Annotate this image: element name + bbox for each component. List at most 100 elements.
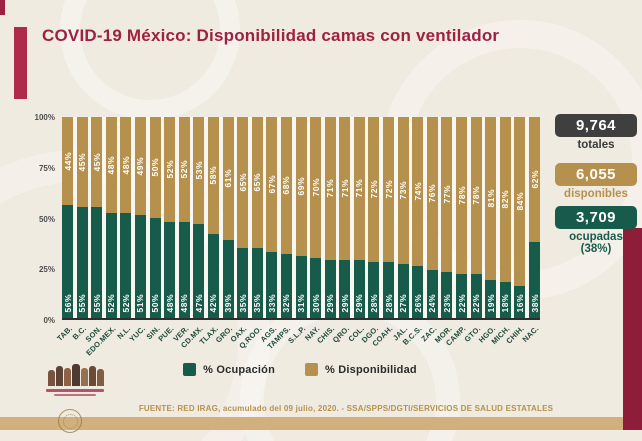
availability-value-label: 82% bbox=[500, 190, 511, 209]
occupation-value-label: 52% bbox=[120, 294, 131, 313]
availability-segment: 48% bbox=[105, 117, 117, 214]
occupation-segment: 28% bbox=[383, 261, 395, 318]
availability-segment: 62% bbox=[529, 117, 540, 242]
availability-value-label: 65% bbox=[252, 173, 263, 192]
occupation-segment: 55% bbox=[91, 207, 103, 318]
x-tick-S.L.P.: S.L.P. bbox=[286, 322, 307, 364]
occupation-value-label: 26% bbox=[412, 294, 423, 313]
bar-HGO.: 81% 19% bbox=[485, 117, 497, 318]
occupation-segment: 29% bbox=[353, 259, 365, 318]
x-tick-B.C.: B.C. bbox=[71, 322, 89, 364]
x-tick-PUE.: PUE. bbox=[157, 322, 176, 364]
availability-segment: 61% bbox=[222, 117, 234, 240]
bar-B.C.: 45% 55% bbox=[76, 117, 88, 318]
x-tick-CHIH.: CHIH. bbox=[505, 322, 527, 364]
bar-COL.: 71% 29% bbox=[353, 117, 365, 318]
x-tick-COL.: COL. bbox=[346, 322, 366, 364]
availability-value-label: 44% bbox=[62, 151, 73, 171]
legend-item-disponibilidad: % Disponibilidad bbox=[305, 363, 417, 376]
x-tick-N.L.: N.L. bbox=[115, 322, 132, 364]
availability-value-label: 58% bbox=[208, 166, 219, 185]
availability-value-label: 52% bbox=[164, 160, 175, 179]
y-axis-label: 25% bbox=[38, 265, 55, 275]
availability-segment: 78% bbox=[470, 117, 482, 274]
occupation-segment: 52% bbox=[105, 213, 117, 318]
legend-item-ocupacion: % Ocupación bbox=[183, 363, 275, 376]
availability-value-label: 53% bbox=[193, 161, 204, 180]
occupation-segment: 52% bbox=[120, 213, 132, 318]
availability-segment: 52% bbox=[164, 117, 176, 222]
availability-segment: 44% bbox=[62, 117, 73, 206]
availability-segment: 65% bbox=[237, 117, 249, 248]
bar-VER.: 52% 48% bbox=[178, 117, 190, 318]
legend: % Ocupación % Disponibilidad bbox=[60, 363, 540, 376]
availability-segment: 78% bbox=[456, 117, 468, 274]
occupation-segment: 39% bbox=[222, 239, 234, 318]
x-axis: TAB. B.C. SON. EDO.MEX. N.L. YUC. SIN. PUE. VER.… bbox=[55, 322, 541, 364]
occupation-segment: 22% bbox=[456, 273, 468, 318]
availability-segment: 48% bbox=[120, 117, 132, 214]
occupation-value-label: 35% bbox=[237, 294, 248, 313]
availability-segment: 70% bbox=[310, 117, 322, 258]
stat-disponibles-label: disponibles bbox=[564, 188, 628, 200]
occupation-segment: 30% bbox=[310, 257, 322, 318]
x-tick-EDO.MEX.: EDO.MEX. bbox=[84, 322, 117, 364]
availability-value-label: 78% bbox=[471, 186, 482, 205]
availability-segment: 69% bbox=[295, 117, 307, 256]
x-tick-B.C.S.: B.C.S. bbox=[401, 322, 424, 364]
x-tick-CAMP.: CAMP. bbox=[444, 322, 467, 364]
x-tick-Q.ROO.: Q.ROO. bbox=[237, 322, 263, 364]
bar-TAMPS.: 68% 32% bbox=[280, 117, 292, 318]
availability-segment: 45% bbox=[76, 117, 88, 208]
legend-label: % Ocupación bbox=[203, 363, 276, 376]
y-axis-label: 0% bbox=[43, 316, 55, 325]
availability-segment: 74% bbox=[412, 117, 424, 266]
availability-segment: 72% bbox=[368, 117, 380, 262]
occupation-value-label: 38% bbox=[529, 294, 540, 313]
occupation-value-label: 35% bbox=[252, 294, 263, 313]
occupation-segment: 28% bbox=[368, 261, 380, 318]
occupation-value-label: 39% bbox=[223, 294, 234, 313]
occupation-swatch-icon bbox=[183, 363, 197, 376]
bar-TLAX.: 58% 42% bbox=[207, 117, 219, 318]
occupation-segment: 19% bbox=[485, 279, 497, 318]
availability-value-label: 68% bbox=[281, 176, 292, 195]
occupation-value-label: 29% bbox=[354, 294, 365, 313]
availability-value-label: 65% bbox=[237, 173, 248, 192]
bar-OAX.: 65% 35% bbox=[237, 117, 249, 318]
availability-segment: 52% bbox=[178, 117, 190, 222]
availability-value-label: 70% bbox=[310, 178, 321, 197]
x-tick-SIN.: SIN. bbox=[144, 322, 161, 364]
availability-segment: 65% bbox=[251, 117, 263, 248]
y-axis-label: 75% bbox=[38, 163, 55, 173]
bar-MICH.: 82% 18% bbox=[499, 117, 511, 318]
availability-value-label: 49% bbox=[135, 156, 146, 176]
occupation-segment: 33% bbox=[266, 251, 278, 318]
availability-segment: 49% bbox=[134, 117, 146, 216]
occupation-segment: 47% bbox=[193, 223, 205, 318]
occupation-value-label: 51% bbox=[135, 294, 146, 313]
occupation-segment: 27% bbox=[397, 263, 409, 318]
bar-AGS.: 67% 33% bbox=[266, 117, 278, 318]
occupation-segment: 18% bbox=[499, 281, 511, 318]
bar-CHIH.: 84% 16% bbox=[514, 117, 526, 318]
occupation-segment: 56% bbox=[62, 205, 73, 318]
bar-JAL.: 73% 27% bbox=[397, 117, 409, 318]
logo-caption-bar bbox=[46, 389, 104, 392]
availability-swatch-icon bbox=[305, 363, 319, 376]
bar-SON.: 45% 55% bbox=[91, 117, 103, 318]
title-accent-bar bbox=[14, 27, 27, 99]
occupation-value-label: 32% bbox=[281, 294, 292, 313]
availability-value-label: 76% bbox=[427, 184, 438, 203]
logo-caption-bar bbox=[54, 394, 96, 396]
availability-value-label: 81% bbox=[485, 189, 496, 208]
availability-value-label: 67% bbox=[266, 175, 277, 194]
bar-PUE.: 52% 48% bbox=[164, 117, 176, 318]
availability-segment: 71% bbox=[353, 117, 365, 260]
bar-MOR.: 77% 23% bbox=[441, 117, 453, 318]
page-title: COVID-19 México: Disponibilidad camas co… bbox=[42, 26, 500, 45]
occupation-value-label: 29% bbox=[339, 294, 350, 313]
x-tick-CHIS.: CHIS. bbox=[315, 322, 336, 364]
bar-CHIS.: 71% 29% bbox=[324, 117, 336, 318]
occupation-value-label: 52% bbox=[106, 294, 117, 313]
